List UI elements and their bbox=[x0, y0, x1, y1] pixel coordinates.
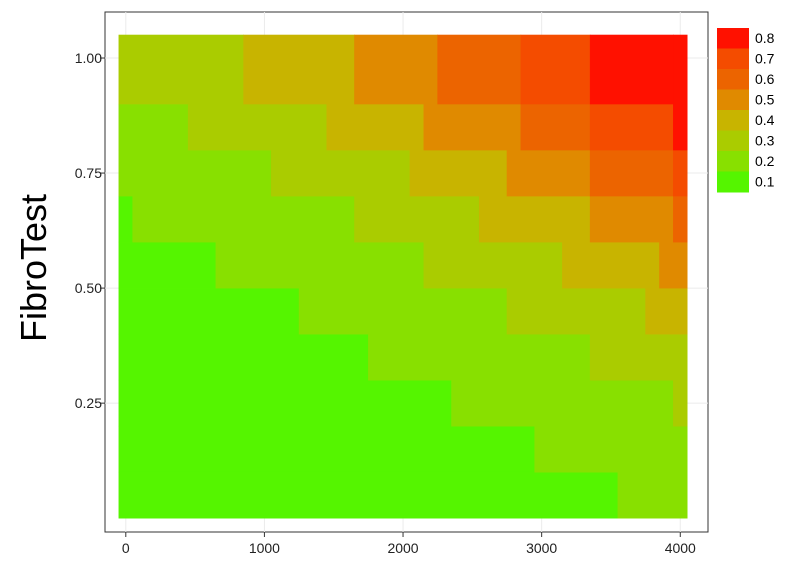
legend-swatch bbox=[717, 89, 749, 111]
heatmap-cell bbox=[589, 333, 688, 381]
heatmap-cell bbox=[132, 195, 355, 243]
heatmap-cell bbox=[645, 287, 688, 335]
heatmap-cell bbox=[118, 241, 217, 289]
heatmap-cell bbox=[118, 195, 134, 243]
legend-swatch bbox=[717, 28, 749, 49]
heatmap-cell bbox=[298, 287, 508, 335]
heatmap-cell bbox=[659, 241, 688, 289]
y-axis-title: FibroTest bbox=[13, 194, 54, 342]
heatmap-cell bbox=[506, 287, 646, 335]
legend-label: 0.4 bbox=[755, 112, 775, 128]
x-tick-label: 4000 bbox=[665, 540, 696, 556]
heatmap-cell bbox=[589, 149, 674, 197]
heatmap-cell bbox=[354, 34, 438, 105]
legend-label: 0.1 bbox=[755, 174, 775, 190]
legend-label: 0.6 bbox=[755, 71, 775, 87]
legend-swatch bbox=[717, 110, 749, 131]
legend-label: 0.5 bbox=[755, 92, 775, 108]
heatmap-cell bbox=[215, 241, 425, 289]
legend-label: 0.2 bbox=[755, 153, 775, 169]
heatmap-cell bbox=[118, 471, 619, 519]
heatmap-cell bbox=[118, 287, 300, 335]
heatmap-cell bbox=[520, 103, 591, 151]
heatmap-cell bbox=[326, 103, 425, 151]
heatmap-cell bbox=[673, 195, 688, 243]
heatmap-cell bbox=[673, 149, 688, 197]
heatmap-cell bbox=[409, 149, 508, 197]
heatmap-cell bbox=[243, 34, 355, 105]
heatmap-cell bbox=[271, 149, 411, 197]
y-tick-label: 0.75 bbox=[75, 165, 102, 181]
heatmap-cell bbox=[520, 34, 591, 105]
heatmap-cell bbox=[423, 103, 522, 151]
heatmap-cell bbox=[118, 379, 452, 427]
heatmap-cell bbox=[118, 333, 369, 381]
heatmap-cell bbox=[534, 425, 688, 473]
heatmap-cells bbox=[118, 34, 688, 519]
heatmap-cell bbox=[368, 333, 591, 381]
y-tick-label: 0.50 bbox=[75, 280, 102, 296]
y-tick-label: 1.00 bbox=[75, 50, 102, 66]
legend-label: 0.7 bbox=[755, 51, 775, 67]
legend-label: 0.3 bbox=[755, 133, 775, 149]
heatmap-cell bbox=[187, 103, 328, 151]
heatmap-cell bbox=[118, 103, 189, 151]
heatmap-cell bbox=[673, 103, 688, 151]
heatmap-cell bbox=[589, 195, 674, 243]
heatmap-cell bbox=[506, 149, 591, 197]
heatmap-cell bbox=[673, 379, 688, 427]
heatmap-cell bbox=[118, 425, 536, 473]
heatmap-cell bbox=[354, 195, 480, 243]
heatmap-cell bbox=[118, 149, 272, 197]
legend: 0.8 0.7 0.6 0.5 0.4 0.3 0.2 0.1 bbox=[717, 28, 775, 193]
heatmap-cell bbox=[423, 241, 563, 289]
heatmap-cell bbox=[589, 34, 674, 105]
x-axis: 0 1000 2000 3000 4000 bbox=[122, 532, 696, 556]
heatmap-cell bbox=[478, 195, 591, 243]
heatmap-cell bbox=[673, 34, 688, 105]
legend-swatch bbox=[717, 69, 749, 90]
legend-swatch bbox=[717, 48, 749, 70]
x-tick-label: 0 bbox=[122, 540, 130, 556]
legend-swatch bbox=[717, 130, 749, 152]
heatmap-cell bbox=[437, 34, 522, 105]
heatmap-cell bbox=[451, 379, 674, 427]
heatmap-cell bbox=[562, 241, 660, 289]
legend-label: 0.8 bbox=[755, 30, 775, 46]
x-tick-label: 3000 bbox=[526, 540, 557, 556]
y-axis: 0.25 0.50 0.75 1.00 bbox=[75, 50, 105, 411]
x-tick-label: 1000 bbox=[249, 540, 280, 556]
y-tick-label: 0.25 bbox=[75, 395, 102, 411]
legend-swatch bbox=[717, 171, 749, 193]
x-tick-label: 2000 bbox=[387, 540, 418, 556]
heatmap-cell bbox=[118, 34, 244, 105]
legend-swatch bbox=[717, 151, 749, 172]
heatmap-cell bbox=[589, 103, 674, 151]
heatmap-cell bbox=[617, 471, 688, 519]
